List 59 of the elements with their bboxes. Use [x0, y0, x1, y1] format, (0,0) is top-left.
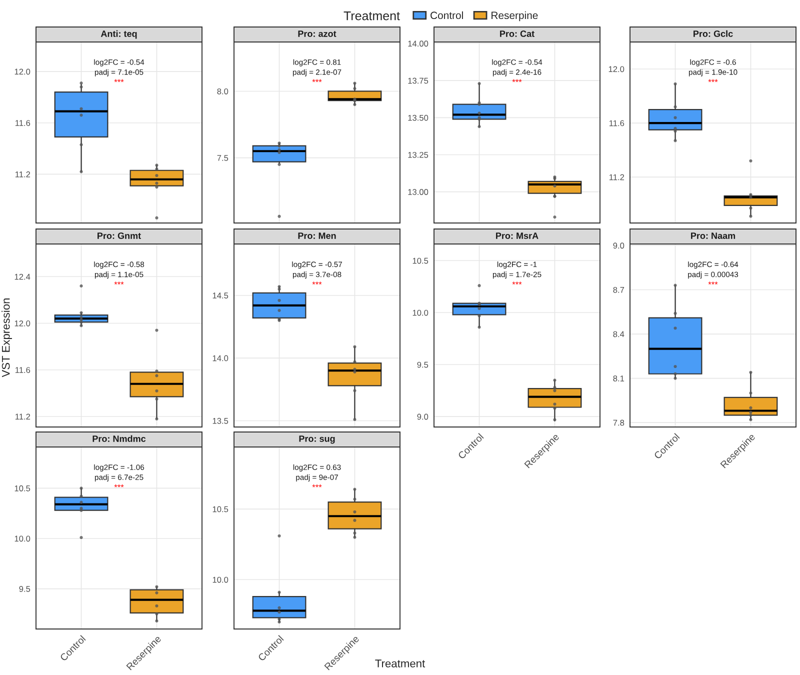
- annotation: ***: [114, 282, 124, 285]
- y-tick-label: 11.6: [609, 120, 624, 126]
- annotation: ***: [708, 79, 718, 82]
- chart-title: Pro: Gclc: [694, 30, 733, 37]
- annotation: ***: [312, 484, 322, 488]
- y-tick-label: 8.1: [613, 376, 624, 382]
- y-tick-label: 14.5: [212, 292, 228, 298]
- y-tick-label: 12.0: [14, 68, 30, 75]
- annotation: ***: [114, 484, 124, 488]
- chart-title: Anti: teq: [100, 30, 137, 39]
- y-tick-label: 11.2: [15, 414, 30, 420]
- chart-title: Pro: Men: [298, 232, 336, 239]
- text: Treatment: [375, 660, 426, 668]
- text: VST Expression: [2, 298, 12, 378]
- chart-title: Pro: sug: [299, 436, 335, 444]
- chart-title: Pro: MsrA: [496, 232, 538, 239]
- y-tick-label: 9.5: [417, 362, 428, 368]
- y-tick-label: 8.4: [613, 331, 624, 338]
- y-tick-label: 12.0: [14, 320, 30, 326]
- annotation: ***: [708, 282, 718, 285]
- y-tick-label: 10.0: [412, 310, 428, 316]
- y-tick-label: 9.0: [417, 414, 428, 420]
- legend-title: Treatment: [344, 12, 400, 20]
- chart-title: Pro: azot: [298, 30, 336, 37]
- annotation: ***: [512, 282, 522, 285]
- y-tick-label: 11.6: [15, 367, 30, 373]
- annotation: ***: [312, 282, 322, 285]
- y-tick-label: 8.7: [613, 286, 624, 293]
- y-tick-label: 13.00: [408, 189, 428, 195]
- chart-title: Pro: Naam: [691, 232, 736, 239]
- y-tick-label: 11.6: [15, 120, 30, 126]
- y-tick-label: 9.5: [19, 586, 30, 592]
- annotation: ***: [312, 79, 322, 82]
- y-tick-label: 9.0: [613, 242, 624, 249]
- y-tick-label: 10.0: [14, 536, 30, 542]
- y-tick-label: 10.5: [412, 258, 428, 264]
- y-tick-label: 8.0: [217, 88, 228, 94]
- y-tick-label: 7.5: [217, 155, 228, 161]
- legend-label: Reserpine: [492, 11, 538, 22]
- y-tick-label: 14.0: [212, 355, 228, 362]
- annotation: ***: [512, 79, 522, 82]
- chart-title: Pro: Gnmt: [98, 232, 141, 239]
- y-tick-label: 7.8: [613, 420, 624, 426]
- y-tick-label: 13.25: [408, 152, 428, 158]
- y-tick-label: 12.4: [14, 274, 30, 280]
- y-tick-label: 14.00: [408, 40, 428, 47]
- chart-title: Pro: Nmdmc: [92, 435, 146, 442]
- y-tick-label: 12.0: [608, 66, 624, 72]
- y-tick-label: 11.2: [15, 171, 30, 178]
- chart-title: Pro: Cat: [500, 30, 534, 37]
- y-tick-label: 10.5: [14, 485, 30, 492]
- y-tick-label: 11.2: [609, 174, 624, 180]
- annotation: ***: [114, 79, 124, 82]
- y-tick-label: 13.50: [408, 114, 428, 121]
- legend-label: Control: [430, 11, 463, 20]
- y-tick-label: 13.5: [212, 418, 228, 424]
- y-tick-label: 10.5: [212, 506, 228, 512]
- y-tick-label: 10.0: [212, 576, 228, 583]
- y-tick-label: 13.75: [408, 78, 428, 84]
